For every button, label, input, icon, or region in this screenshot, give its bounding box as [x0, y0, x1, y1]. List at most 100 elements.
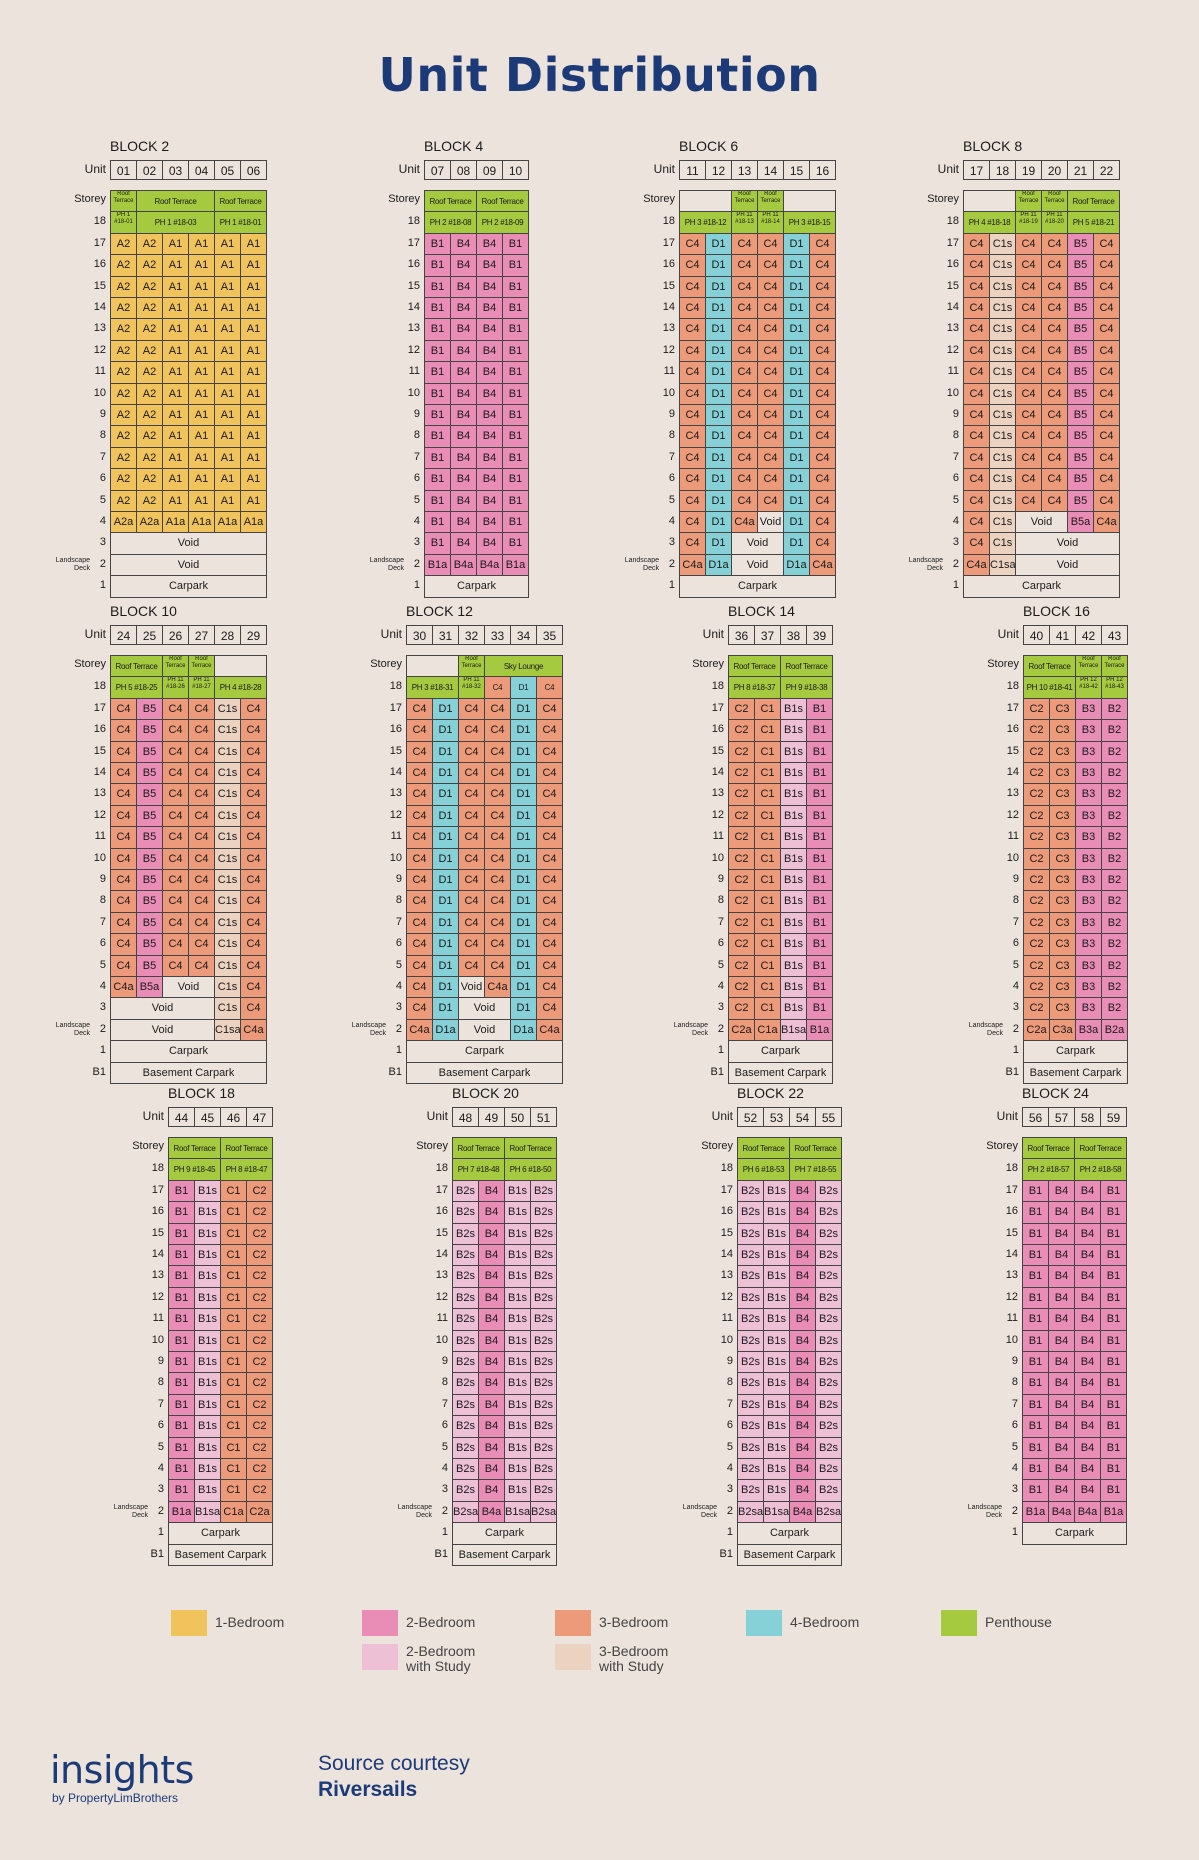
unit-cell: B1: [168, 1265, 195, 1288]
unit-cell: C4: [406, 997, 433, 1020]
unit-cell: C1s: [989, 468, 1016, 491]
carpark-cell: Carpark: [737, 1522, 842, 1545]
storey-number: 6: [413, 472, 420, 485]
storey-number: 4: [717, 980, 724, 992]
unit-cell: B4: [1048, 1458, 1075, 1481]
unit-cell: B1: [1022, 1286, 1049, 1310]
unit-cell: B2s: [815, 1436, 842, 1459]
unit-cell: B1: [168, 1179, 195, 1203]
unit-cell: A1: [240, 489, 267, 512]
unit-cell: B5: [1067, 446, 1094, 470]
unit-number: 24: [110, 625, 137, 645]
unit-cell: C2: [246, 1286, 273, 1310]
unit-cell: B4: [478, 1415, 505, 1438]
unit-cell: D1: [510, 847, 537, 870]
unit-cell: B4: [789, 1329, 816, 1352]
unit-cell: B1s: [763, 1329, 790, 1352]
unit-cell: C4: [110, 933, 137, 956]
unit-cell: D1: [783, 511, 810, 534]
storey-number: 11: [94, 365, 106, 378]
unit-cell: B2s: [530, 1436, 557, 1459]
unit-cell: A1a: [188, 511, 215, 534]
unit-cell: B1: [1100, 1179, 1127, 1203]
storey-number: B1: [434, 1547, 448, 1560]
unit-cell: C1: [754, 740, 781, 763]
unit-cell: D1: [705, 232, 732, 256]
unit-number: 53: [763, 1107, 790, 1127]
roof-cell: Sky Lounge: [484, 655, 563, 678]
storey-number: 5: [99, 493, 106, 506]
unit-cell: A1: [240, 382, 267, 405]
unit-cell: B5: [136, 740, 163, 763]
unit-cell: B1: [1100, 1351, 1127, 1374]
unit-cell: D1: [705, 468, 732, 491]
unit-cell: B2s: [452, 1351, 479, 1374]
unit-cell: C2: [246, 1329, 273, 1352]
unit-cell: B1: [1100, 1458, 1127, 1481]
unit-cell: A1: [214, 232, 241, 256]
storey-number: 11: [1007, 830, 1019, 843]
unit-cell: B4: [476, 446, 503, 470]
ph-cell: PH 8 #18-47: [220, 1158, 273, 1181]
unit-cell: B1: [1100, 1308, 1127, 1331]
storey-label: Storey: [388, 193, 420, 205]
unit-cell: C1: [220, 1415, 247, 1438]
unit-cell: C4: [963, 232, 990, 256]
unit-cell: C4: [731, 404, 758, 427]
unit-cell: B1: [502, 339, 529, 363]
unit-cell: D1: [510, 869, 537, 892]
carpark-cell: Carpark: [963, 575, 1120, 598]
unit-cell: D1: [705, 532, 732, 555]
unit-cell: B4: [450, 339, 477, 363]
storey-number: 1: [952, 579, 959, 592]
unit-cell: C4: [240, 933, 267, 956]
unit-cell: B2sa: [815, 1500, 842, 1524]
storey-number: 14: [662, 301, 675, 313]
storey-number: 9: [717, 873, 724, 885]
storey-number: 9: [395, 873, 402, 885]
unit-cell: C1: [220, 1265, 247, 1288]
unit-cell: B4: [1074, 1458, 1101, 1481]
unit-cell: C4: [731, 425, 758, 448]
unit-number: 32: [458, 625, 485, 645]
unit-cell: B3: [1075, 783, 1102, 806]
unit-cell: B2: [1101, 847, 1128, 870]
storey-number: 3: [99, 536, 106, 549]
storey-number: 13: [151, 1269, 164, 1282]
unit-cell: B1: [1022, 1179, 1049, 1203]
unit-cell: B4: [1074, 1308, 1101, 1331]
unit-cell: C4: [679, 446, 706, 470]
unit-cell: B4a: [1074, 1500, 1101, 1524]
ph-cell: PH 1 #18-01: [110, 211, 137, 234]
legend-swatch: [171, 1610, 207, 1636]
unit-label: Unit: [996, 1109, 1018, 1123]
unit-cell: C1s: [214, 783, 241, 806]
unit-cell: B4: [478, 1244, 505, 1267]
legend-label: 3-Bedroom with Study: [599, 1643, 669, 1674]
storey-number: 7: [441, 1397, 448, 1410]
unit-cell: B1s: [763, 1351, 790, 1374]
storey-label: Storey: [416, 1140, 448, 1152]
unit-cell: B1s: [504, 1372, 531, 1395]
unit-cell: D1: [510, 976, 537, 999]
unit-cell: B3a: [1075, 1018, 1102, 1042]
unit-cell: B5: [136, 697, 163, 721]
unit-cell: C4: [240, 976, 267, 999]
unit-cell: B5: [1067, 382, 1094, 405]
unit-cell: D1a: [510, 1018, 537, 1042]
unit-cell: C4: [731, 382, 758, 405]
unit-cell: B1: [806, 762, 833, 785]
unit-cell: B4: [789, 1415, 816, 1438]
unit-cell: B1: [424, 382, 451, 405]
unit-cell: B4: [476, 468, 503, 491]
unit-cell: C4: [1093, 468, 1120, 491]
ph-cell: PH 10 #18-41: [1023, 676, 1076, 699]
unit-cell: C4: [1015, 232, 1042, 256]
unit-cell: B1: [168, 1415, 195, 1438]
unit-cell: B2: [1101, 762, 1128, 785]
unit-cell: C4: [484, 911, 511, 935]
unit-cell: B1s: [194, 1222, 221, 1245]
block-name: BLOCK 2: [110, 138, 170, 154]
unit-cell: B1: [1022, 1308, 1049, 1331]
unit-cell: D1: [783, 404, 810, 427]
